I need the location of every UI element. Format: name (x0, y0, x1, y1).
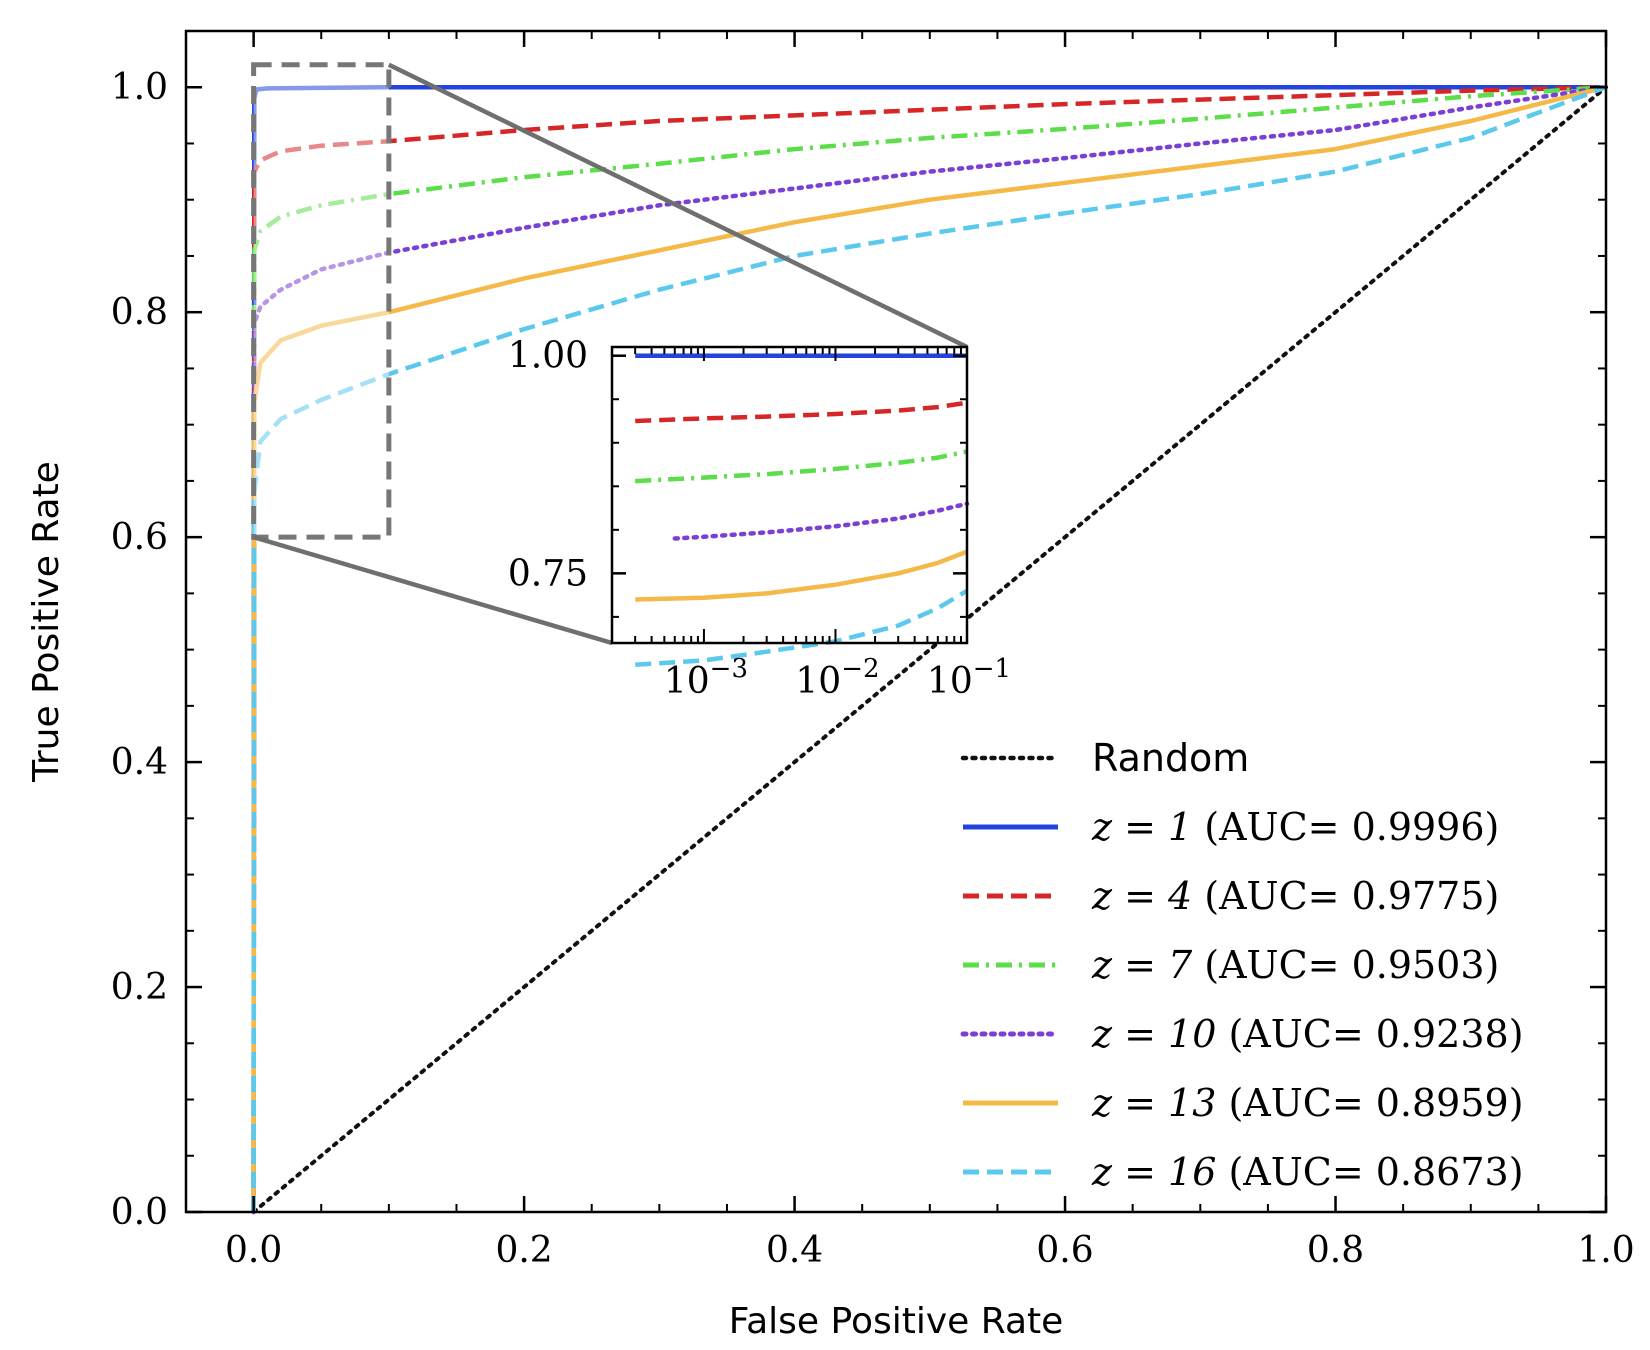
y-tick-label: 0.2 (111, 967, 168, 1008)
inset-series-line-z10 (672, 501, 970, 541)
legend-label: z = 4 (AUC= 0.9775) (1091, 874, 1499, 918)
plot-frame (184, 29, 1608, 1214)
y-tick-label: 1.0 (111, 67, 168, 108)
x-tick-label: 1.0 (1577, 1230, 1634, 1271)
zoom-connector-bottom (252, 534, 613, 646)
series-line-z4 (251, 84, 1607, 1213)
series-line-z10 (251, 84, 1609, 1215)
y-tick-label: 0.0 (111, 1192, 168, 1233)
legend-label: z = 7 (AUC= 0.9503) (1091, 943, 1499, 987)
inset-y-tick-label: 1.00 (508, 336, 588, 377)
inset-x-tick-label: 10−3 (664, 654, 748, 702)
series-line-z16 (251, 85, 1607, 1213)
y-tick-label: 0.8 (111, 292, 168, 333)
y-tick-label: 0.4 (111, 742, 168, 783)
zoom-indicator (251, 62, 968, 646)
legend-label: z = 1 (AUC= 0.9996) (1091, 805, 1499, 849)
main-ticks: 0.0 0.2 0.4 0.6 0.8 1.0 0.0 0.2 0.4 0.6 0.8 1.0 (111, 30, 1635, 1271)
x-tick-label: 0.0 (225, 1230, 282, 1271)
zoom-connector-top (387, 62, 968, 350)
inset-ticks: 1.00 0.75 10−3 10−2 10−1 (508, 336, 1011, 702)
x-tick-label: 0.4 (766, 1230, 823, 1271)
series-line-random (251, 85, 1608, 1214)
inset-series-line-z13 (635, 549, 968, 602)
inset-frame (610, 345, 969, 645)
y-tick-label: 0.6 (111, 517, 168, 558)
x-tick-label: 0.6 (1036, 1230, 1093, 1271)
x-tick-label: 0.2 (495, 1230, 552, 1271)
inset-x-tick-label: 10−1 (927, 654, 1011, 702)
zoom-region-box (251, 62, 392, 540)
main-series-group (251, 84, 1609, 1215)
legend: Random z = 1 (AUC= 0.9996) z = 4 (AUC= 0.9… (960, 736, 1524, 1194)
y-axis-label: True Positive Rate (26, 461, 67, 783)
inset-series-line-z7 (635, 449, 968, 484)
legend-label: z = 13 (AUC= 0.8959) (1091, 1081, 1524, 1125)
inset-background (612, 347, 967, 643)
inset-plot: 1.00 0.75 10−3 10−2 10−1 (508, 336, 1011, 702)
x-axis-label: False Positive Rate (729, 1301, 1064, 1342)
legend-label: z = 10 (AUC= 0.9238) (1091, 1012, 1524, 1056)
series-line-z7 (251, 84, 1607, 1213)
series-line-z13 (251, 85, 1607, 1213)
inset-x-tick-label: 10−2 (795, 654, 879, 702)
inset-series-line-z4 (635, 400, 968, 424)
legend-label: Random (1092, 736, 1249, 780)
x-tick-label: 0.8 (1307, 1230, 1364, 1271)
legend-label: z = 16 (AUC= 0.8673) (1091, 1150, 1524, 1194)
inset-y-tick-label: 0.75 (508, 553, 588, 594)
